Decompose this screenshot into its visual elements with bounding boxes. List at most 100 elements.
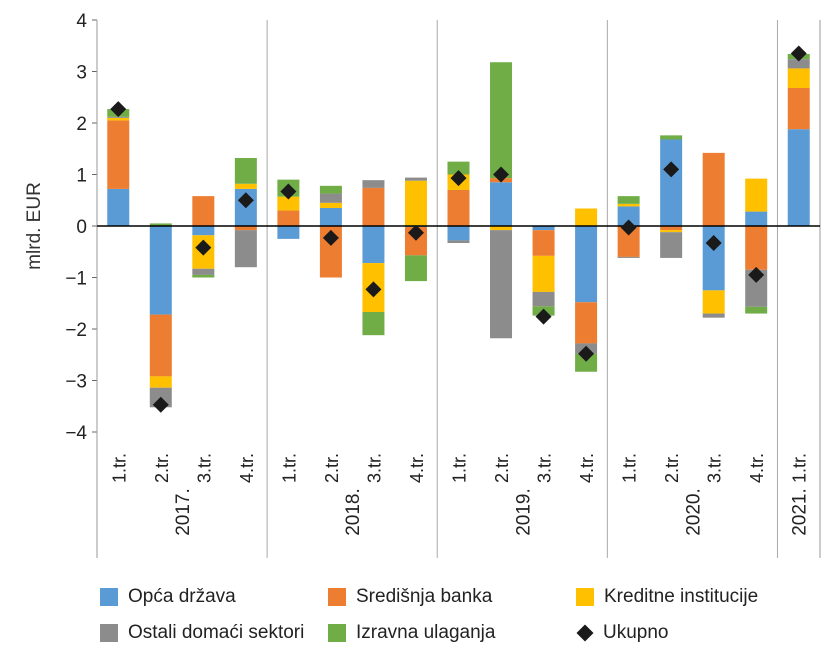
bar-segment <box>192 196 215 226</box>
bar-segment <box>107 116 130 118</box>
bar-segment <box>404 255 427 282</box>
bar-segment <box>787 68 810 88</box>
legend-label: Opća država <box>128 586 236 607</box>
bar-segment <box>490 226 513 231</box>
category-label: 3.tr. <box>194 453 214 483</box>
bar-segment <box>490 182 513 226</box>
bar-segment <box>319 193 342 203</box>
bar-segment <box>660 135 683 140</box>
legend-swatch <box>328 624 346 642</box>
bar-segment <box>362 312 385 336</box>
y-tick-label: 4 <box>76 11 87 32</box>
bar-segment <box>192 274 215 278</box>
bar-segment <box>702 313 725 318</box>
y-tick-label: 2 <box>76 114 87 135</box>
bar-segment <box>660 139 683 226</box>
legend-label: Kreditne institucije <box>604 586 759 607</box>
category-label: 2.tr. <box>322 453 342 483</box>
bar-segment <box>192 268 215 275</box>
total-marker <box>280 183 297 200</box>
bar-segment <box>192 226 215 236</box>
year-label: 2021. <box>790 488 811 536</box>
bar-segment <box>319 207 342 226</box>
y-tick-label: −3 <box>65 372 87 393</box>
total-marker <box>407 224 424 241</box>
total-marker <box>493 166 510 183</box>
legend-label: Središnja banka <box>356 586 493 607</box>
legend-diamond-icon <box>576 624 594 642</box>
bar-segment <box>787 129 810 226</box>
bar-segment <box>617 196 640 204</box>
y-axis-label: mlrd. EUR <box>24 182 45 270</box>
bar-segment <box>745 269 768 307</box>
bar-segment <box>660 226 683 231</box>
legend-item: Izravna ulaganja <box>328 622 495 644</box>
legend-label: Ukupno <box>603 622 669 643</box>
category-label: 4.tr. <box>577 453 597 483</box>
total-marker <box>237 192 254 209</box>
y-tick-label: 3 <box>76 63 87 84</box>
total-marker <box>535 308 552 325</box>
bar-segment <box>745 178 768 212</box>
bar-segment <box>745 306 768 314</box>
total-marker <box>365 281 382 298</box>
category-label: 3.tr. <box>705 453 725 483</box>
total-marker <box>705 234 722 251</box>
bar-segment <box>660 230 683 233</box>
bar-segment <box>575 302 598 344</box>
bar-segment <box>702 290 725 314</box>
total-marker <box>152 396 169 413</box>
legend-label: Izravna ulaganja <box>356 622 496 643</box>
year-label: 2017. <box>173 488 194 536</box>
bar-segment <box>404 180 427 226</box>
total-marker <box>450 170 467 187</box>
bar-segment <box>149 223 172 226</box>
category-label: 1.tr. <box>790 453 810 483</box>
legend-item: Kreditne institucije <box>576 586 758 608</box>
y-tick-label: −1 <box>65 269 87 290</box>
category-label: 1.tr. <box>279 453 299 483</box>
legend-item: Ostali domaći sektori <box>100 622 304 644</box>
year-label: 2019. <box>513 488 534 536</box>
total-marker <box>195 239 212 256</box>
bar-segment <box>404 177 427 181</box>
bar-segment <box>107 188 130 226</box>
legend-swatch <box>100 588 118 606</box>
bar-segment <box>617 206 640 226</box>
total-marker <box>620 219 637 236</box>
bar-segment <box>745 211 768 226</box>
total-marker <box>663 161 680 178</box>
bar-segment <box>447 240 470 243</box>
y-tick-label: 1 <box>76 166 87 187</box>
legend-swatch <box>328 588 346 606</box>
bar-segment <box>234 183 257 189</box>
bar-segment <box>319 185 342 194</box>
category-label: 4.tr. <box>747 453 767 483</box>
y-tick-label: −4 <box>65 423 87 444</box>
legend-item: Ukupno <box>576 622 669 644</box>
bar-segment <box>107 120 130 189</box>
category-label: 2.tr. <box>492 453 512 483</box>
category-label: 2.tr. <box>152 453 172 483</box>
bar-segment <box>447 161 470 175</box>
bar-segment <box>702 152 725 226</box>
category-label: 3.tr. <box>364 453 384 483</box>
bar-segment <box>787 59 810 69</box>
bar-segment <box>787 87 810 130</box>
category-label: 2.tr. <box>662 453 682 483</box>
bar-segment <box>319 202 342 208</box>
y-tick-label: −2 <box>65 320 87 341</box>
bar-segment <box>234 158 257 184</box>
bar-segment <box>107 117 130 121</box>
bar-segment <box>745 226 768 270</box>
bar-segment <box>532 230 555 256</box>
bar-segment <box>277 226 300 239</box>
legend-swatch <box>576 588 594 606</box>
bar-segment <box>362 180 385 188</box>
total-marker <box>578 345 595 362</box>
year-label: 2018. <box>343 488 364 536</box>
bar-segment <box>277 196 300 211</box>
category-label: 1.tr. <box>620 453 640 483</box>
bar-segment <box>149 226 172 315</box>
bar-segment <box>362 187 385 226</box>
